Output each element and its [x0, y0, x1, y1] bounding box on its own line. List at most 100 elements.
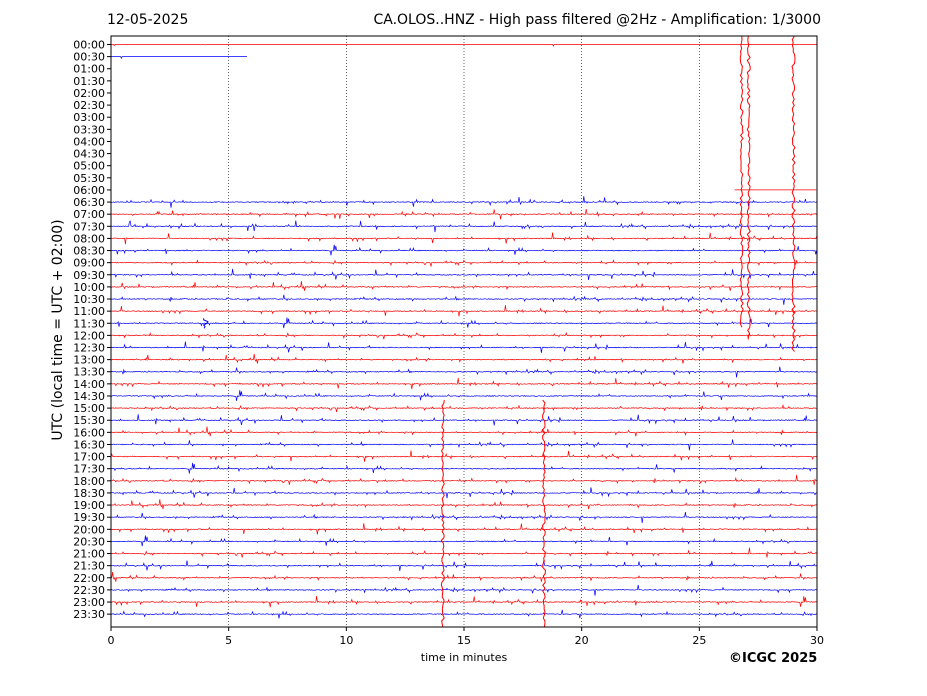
- y-tick-label-23:00: 23:00: [73, 596, 105, 609]
- trace-18:30: [110, 487, 817, 499]
- trace-20:30: [110, 535, 817, 547]
- trace-11:00: [111, 305, 817, 317]
- copyright-label: ©ICGC 2025: [729, 651, 818, 666]
- y-tick-label-16:00: 16:00: [73, 426, 105, 439]
- x-tick-label-10: 10: [339, 634, 353, 647]
- trace-22:30: [110, 584, 817, 596]
- y-tick-label-19:30: 19:30: [73, 511, 105, 524]
- y-tick-label-04:00: 04:00: [73, 135, 105, 148]
- trace-19:00: [111, 499, 817, 510]
- y-tick-label-12:30: 12:30: [73, 342, 105, 355]
- y-tick-label-01:00: 01:00: [73, 63, 105, 76]
- y-tick-label-09:00: 09:00: [73, 257, 105, 270]
- trace-11:30: [110, 317, 817, 329]
- y-tick-label-10:30: 10:30: [73, 293, 105, 306]
- x-tick-label-30: 30: [810, 634, 824, 647]
- trace-10:30: [110, 294, 817, 305]
- trace-00:00: [111, 44, 817, 47]
- y-tick-label-17:30: 17:30: [73, 463, 105, 476]
- y-tick-label-04:30: 04:30: [73, 148, 105, 161]
- y-tick-label-06:30: 06:30: [73, 196, 105, 209]
- trace-14:30: [110, 390, 817, 401]
- y-tick-label-18:00: 18:00: [73, 475, 105, 488]
- y-tick-label-11:00: 11:00: [73, 305, 105, 318]
- x-axis-label: time in minutes: [420, 651, 508, 664]
- chart-title: CA.OLOS..HNZ - High pass filtered @2Hz -…: [373, 12, 821, 28]
- y-tick-label-22:00: 22:00: [73, 572, 105, 585]
- trace-10:00: [110, 281, 817, 291]
- trace-16:00: [110, 426, 817, 437]
- y-tick-label-15:00: 15:00: [73, 402, 105, 415]
- trace-21:00: [111, 547, 817, 558]
- date-label: 12-05-2025: [107, 12, 189, 28]
- trace-21:30: [110, 560, 817, 571]
- y-tick-label-14:30: 14:30: [73, 390, 105, 403]
- trace-08:00: [110, 232, 817, 245]
- y-tick-label-13:00: 13:00: [73, 354, 105, 367]
- trace-18:00: [111, 474, 817, 485]
- trace-17:30: [110, 462, 817, 474]
- y-tick-label-03:00: 03:00: [73, 111, 105, 124]
- trace-13:30: [110, 366, 817, 378]
- trace-09:00: [110, 259, 817, 267]
- y-tick-label-17:00: 17:00: [73, 451, 105, 464]
- grid-lines: [228, 36, 700, 627]
- y-tick-label-19:00: 19:00: [73, 499, 105, 512]
- seismic-events: [202, 36, 796, 628]
- y-tick-label-21:00: 21:00: [73, 548, 105, 561]
- y-tick-label-02:30: 02:30: [73, 99, 105, 112]
- y-tick-label-18:30: 18:30: [73, 487, 105, 500]
- x-tick-label-0: 0: [108, 634, 115, 647]
- trace-09:30: [110, 268, 817, 281]
- y-tick-label-09:30: 09:30: [73, 269, 105, 282]
- y-tick-label-13:30: 13:30: [73, 366, 105, 379]
- trace-12:00: [111, 331, 817, 340]
- trace-07:00: [110, 208, 817, 220]
- y-tick-label-05:30: 05:30: [73, 172, 105, 185]
- y-tick-label-00:00: 00:00: [73, 39, 105, 52]
- y-tick-label-21:30: 21:30: [73, 560, 105, 573]
- y-tick-label-01:30: 01:30: [73, 75, 105, 88]
- y-tick-label-06:00: 06:00: [73, 184, 105, 197]
- x-tick-label-25: 25: [692, 634, 706, 647]
- y-tick-label-08:00: 08:00: [73, 232, 105, 245]
- trace-15:00: [111, 403, 817, 413]
- y-tick-label-10:00: 10:00: [73, 281, 105, 294]
- x-axis-ticks: 0 5 10 15 20 25 30: [108, 627, 824, 647]
- trace-23:30: [110, 609, 817, 619]
- y-tick-label-11:30: 11:30: [73, 317, 105, 330]
- y-tick-label-08:30: 08:30: [73, 245, 105, 258]
- trace-08:30: [110, 244, 817, 256]
- y-tick-label-16:30: 16:30: [73, 438, 105, 451]
- trace-06:30: [110, 196, 817, 208]
- trace-23:00: [110, 596, 817, 608]
- trace-00:30: [111, 56, 247, 60]
- y-tick-label-20:00: 20:00: [73, 523, 105, 536]
- event-15:00-14.1: [440, 400, 445, 628]
- y-tick-label-12:00: 12:00: [73, 329, 105, 342]
- trace-17:00: [110, 450, 817, 462]
- trace-15:30: [110, 414, 817, 426]
- trace-07:30: [110, 220, 817, 233]
- trace-22:00: [110, 572, 817, 582]
- y-tick-label-14:00: 14:00: [73, 378, 105, 391]
- y-tick-label-07:30: 07:30: [73, 220, 105, 233]
- x-tick-label-20: 20: [575, 634, 589, 647]
- trace-13:00: [110, 353, 817, 364]
- y-tick-label-23:30: 23:30: [73, 608, 105, 621]
- event-15:00-18.4: [541, 399, 546, 628]
- y-tick-label-02:00: 02:00: [73, 87, 105, 100]
- x-tick-label-15: 15: [457, 634, 471, 647]
- event-00:00-29: [791, 36, 796, 352]
- trace-14:00: [110, 377, 817, 390]
- y-tick-label-07:00: 07:00: [73, 208, 105, 221]
- y-axis-ticks: 00:0000:3001:0001:3002:0002:3003:0003:30…: [73, 39, 111, 621]
- y-tick-label-00:30: 00:30: [73, 51, 105, 64]
- y-tick-label-15:30: 15:30: [73, 414, 105, 427]
- x-tick-label-5: 5: [225, 634, 232, 647]
- trace-20:00: [110, 523, 817, 535]
- y-tick-label-03:30: 03:30: [73, 123, 105, 136]
- trace-12:30: [110, 341, 817, 353]
- trace-19:30: [111, 512, 817, 524]
